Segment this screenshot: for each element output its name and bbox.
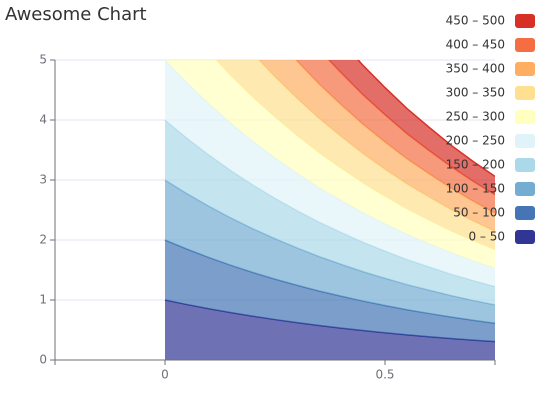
- legend-label: 350 – 400: [446, 62, 505, 76]
- y-tick-label: 0: [39, 353, 47, 367]
- axes: 0 1 2 3 4 5 0 0.5: [39, 53, 496, 382]
- legend-swatch: [515, 230, 535, 244]
- legend-swatch: [515, 110, 535, 124]
- legend-label: 450 – 500: [446, 14, 505, 28]
- legend-swatch: [515, 86, 535, 100]
- area-fill: [165, 180, 495, 324]
- chart-title: Awesome Chart: [5, 4, 147, 25]
- y-tick-label: 3: [39, 173, 47, 187]
- y-tick-label: 2: [39, 233, 47, 247]
- legend-label: 400 – 450: [446, 38, 505, 52]
- area-fill: [328, 60, 495, 195]
- legend-swatch: [515, 134, 535, 148]
- area-fill: [165, 300, 495, 360]
- legend-swatch: [515, 62, 535, 76]
- area-fill: [215, 60, 495, 250]
- x-tick-label: 0.5: [375, 368, 394, 382]
- area-fill: [165, 120, 495, 305]
- y-tick-label: 5: [39, 53, 47, 67]
- legend-label: 250 – 300: [446, 110, 505, 124]
- legend-label: 200 – 250: [446, 134, 505, 148]
- area-fill: [258, 60, 495, 232]
- legend-label: 100 – 150: [446, 182, 505, 196]
- legend-swatch: [515, 206, 535, 220]
- legend-swatch: [515, 182, 535, 196]
- area-fill: [165, 60, 495, 287]
- area-fill: [165, 240, 495, 342]
- legend: 0 – 50 50 – 100 100 – 150 150 – 200 200 – 25…: [446, 14, 535, 244]
- legend-label: 300 – 350: [446, 86, 505, 100]
- legend-swatch: [515, 14, 535, 28]
- legend-swatch: [515, 38, 535, 52]
- legend-label: 150 – 200: [446, 158, 505, 172]
- area-fill: [296, 60, 495, 214]
- area-fill: [165, 60, 495, 269]
- x-tick-label: 0: [161, 368, 169, 382]
- plot-area: [164, 60, 495, 360]
- legend-label: 0 – 50: [468, 230, 505, 244]
- y-tick-label: 4: [39, 113, 47, 127]
- legend-label: 50 – 100: [453, 206, 505, 220]
- series-line: [357, 60, 495, 178]
- legend-swatch: [515, 158, 535, 172]
- y-tick-label: 1: [39, 293, 47, 307]
